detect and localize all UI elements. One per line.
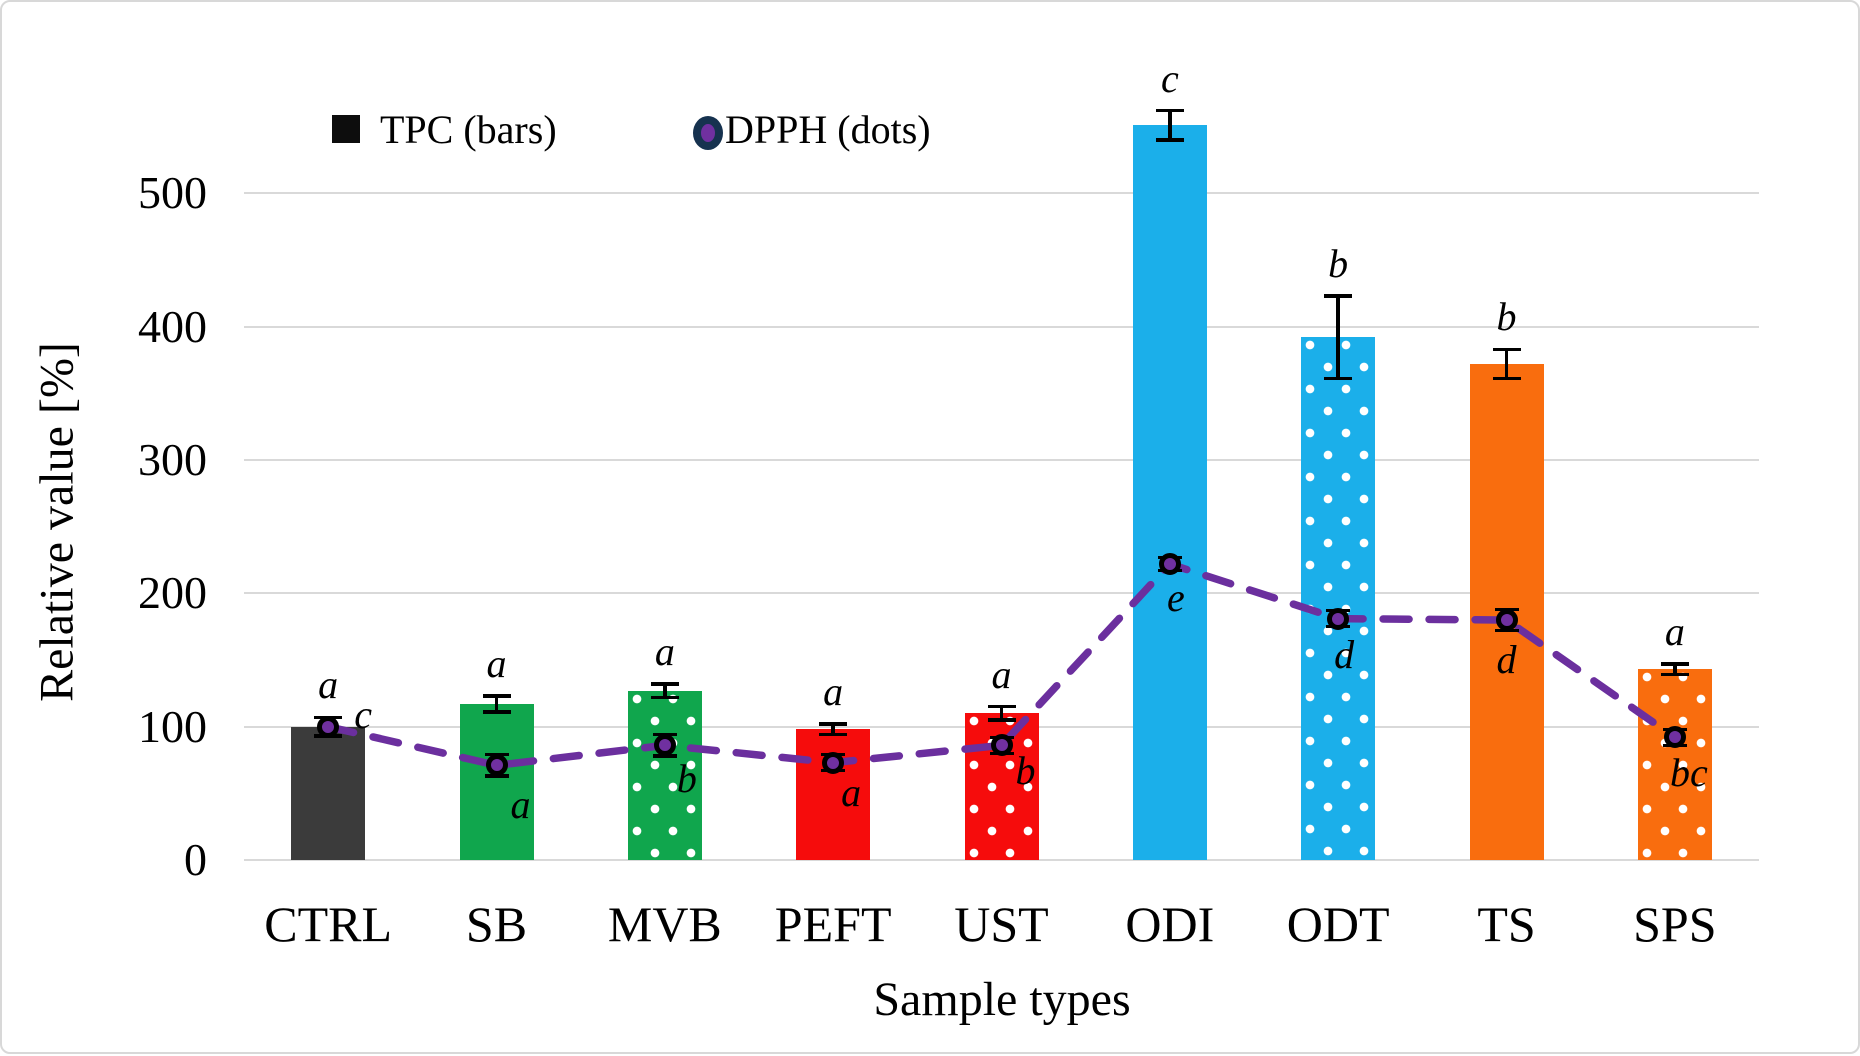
dot-letter-ODI: e [1166,575,1185,620]
dpph-dot-CTRL [317,715,340,738]
dpph-dot-marker-icon [693,116,723,150]
gridline-400 [244,325,1759,328]
bar-error-PEFT [819,732,848,737]
bar-error-ODT [1324,294,1353,298]
legend-label-dpph: DPPH (dots) [725,107,931,152]
dpph-dot-UST [990,734,1013,757]
dpph-dot-PEFT [822,751,845,774]
bar-error-PEFT [819,722,848,726]
x-tick-label-PEFT: PEFT [774,896,892,952]
x-tick-label-ODT: ODT [1286,896,1390,952]
bar-letter-UST: a [991,651,1012,697]
bar-error-TS [1504,349,1509,379]
bar-ODI [1132,125,1207,860]
gridline-300 [244,459,1759,461]
bar-error-TS [1492,347,1521,352]
bar-error-ODI [1155,108,1184,113]
y-tick-label-0: 0 [184,834,207,885]
x-axis-title: Sample types [873,973,1131,1026]
x-tick-label-MVB: MVB [607,896,722,952]
y-tick-label-300: 300 [138,434,207,485]
bar-error-SPS [1660,662,1689,666]
legend-label-tpc: TPC (bars) [380,107,557,152]
x-tick-label-SB: SB [465,896,528,952]
bar-error-ODT [1324,376,1353,381]
x-tick-label-SPS: SPS [1633,896,1717,952]
gridline-0 [244,859,1759,861]
bar-error-SB [482,694,511,698]
x-tick-label-UST: UST [954,896,1049,952]
dpph-dot-ODT [1327,607,1350,630]
bar-error-UST [987,718,1016,722]
dot-letter-UST: b [1015,748,1036,794]
bar-CTRL [291,726,366,860]
bar-letter-ODI: c [1160,55,1179,101]
dpph-dot-TS [1495,609,1518,631]
bar-error-ODT [1336,296,1340,379]
gridline-500 [244,192,1759,195]
dpph-dot-ODI [1158,553,1181,575]
dot-letter-SPS: bc [1669,750,1708,796]
dpph-dot-SPS [1663,726,1686,749]
bar-error-TS [1492,376,1521,381]
bar-letter-SB: a [486,641,507,686]
dot-letter-MVB: b [676,756,697,802]
bar-ODT [1301,337,1376,860]
bar-letter-CTRL: a [318,662,339,708]
bar-error-SPS [1660,672,1689,677]
bar-error-ODI [1155,138,1184,142]
y-tick-label-400: 400 [138,300,207,352]
dot-letter-TS: d [1496,637,1517,682]
y-tick-label-200: 200 [138,567,207,619]
y-tick-label-500: 500 [138,167,207,219]
bar-error-SB [482,710,511,714]
x-tick-label-CTRL: CTRL [264,896,393,952]
y-axis-title: Relative value [%] [30,342,84,702]
dot-letter-CTRL: c [354,691,373,737]
bar-letter-ODT: b [1328,241,1349,286]
bar-letter-PEFT: a [823,669,844,714]
tpc-bar-swatch-icon [332,115,360,143]
x-tick-label-TS: TS [1477,896,1536,952]
bar-error-UST [987,704,1016,709]
dot-letter-SB: a [510,782,531,828]
dpph-dot-SB [485,754,508,777]
bar-letter-SPS: a [1664,609,1685,654]
bar-letter-MVB: a [654,629,675,674]
bar-error-ODI [1168,110,1172,140]
bar-error-MVB [650,682,679,686]
bar-error-MVB [650,695,679,700]
x-tick-label-ODI: ODI [1125,896,1215,952]
y-tick-label-100: 100 [138,700,207,752]
dot-letter-ODT: d [1334,631,1355,677]
dpph-dot-MVB [653,734,676,757]
dot-letter-PEFT: a [841,769,862,815]
bar-letter-TS: b [1496,294,1517,340]
